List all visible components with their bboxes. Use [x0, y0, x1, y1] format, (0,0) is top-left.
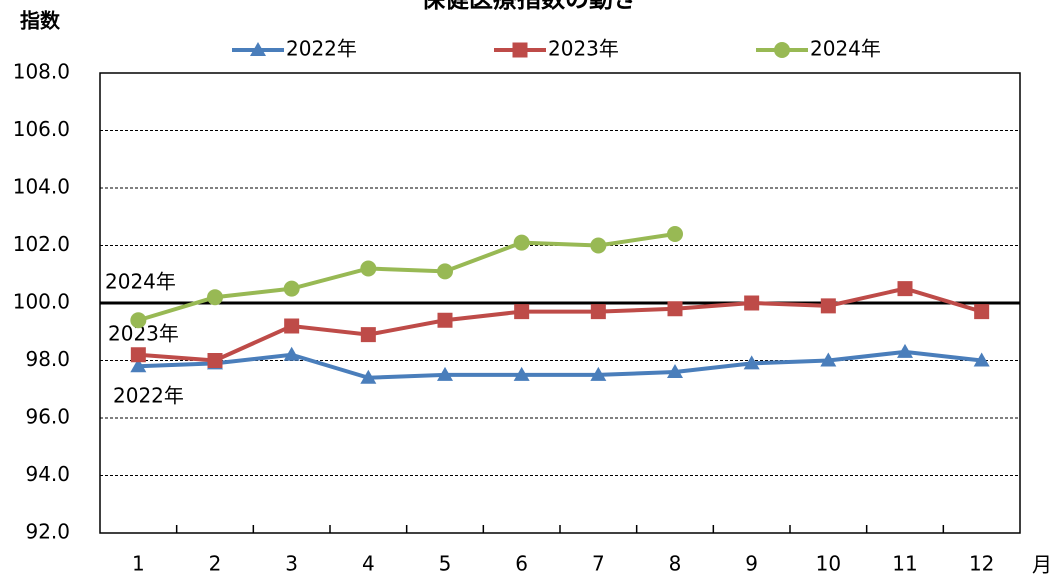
x-tick-label: 4: [362, 552, 375, 576]
y-tick-label: 94.0: [25, 462, 70, 486]
legend-marker: [512, 42, 528, 58]
y-tick-label: 104.0: [13, 175, 70, 199]
x-tick-label: 2: [209, 552, 222, 576]
point: [820, 352, 837, 367]
legend-label: 2024年: [810, 37, 881, 61]
y-tick-label: 92.0: [25, 520, 70, 544]
point: [360, 327, 376, 343]
x-tick-label: 1: [132, 552, 145, 576]
series-line: [137, 232, 676, 323]
y-tick-label: 96.0: [25, 405, 70, 429]
legend-marker: [774, 42, 790, 58]
point: [437, 263, 453, 280]
legend-marker: [250, 42, 266, 56]
y-tick-label: 102.0: [13, 232, 70, 256]
y-tick-label: 98.0: [25, 347, 70, 371]
point: [820, 298, 836, 314]
x-tick-label: 10: [816, 552, 841, 576]
x-tick-label: 9: [745, 552, 758, 576]
point: [514, 304, 530, 320]
point: [130, 347, 146, 363]
series-line: [138, 349, 982, 380]
point: [667, 226, 683, 242]
point: [897, 343, 913, 358]
point: [743, 355, 760, 370]
point: [360, 369, 377, 384]
point: [284, 318, 300, 334]
y-tick-label: 108.0: [13, 60, 70, 84]
legend-label: 2022年: [286, 37, 357, 61]
y-axis-label: 指数: [20, 9, 61, 33]
x-tick-label: 12: [969, 552, 994, 576]
annotation: 2022年: [113, 384, 184, 408]
x-axis-label: 月: [1032, 553, 1052, 577]
point: [590, 366, 607, 381]
point: [513, 366, 530, 381]
x-tick-label: 5: [439, 552, 452, 576]
point: [590, 304, 606, 320]
point: [973, 352, 990, 367]
chart-title: 保健医療指数の動き: [420, 0, 637, 13]
point: [130, 312, 147, 329]
point: [437, 312, 453, 328]
point: [974, 304, 990, 320]
x-tick-label: 7: [592, 552, 605, 576]
point: [590, 237, 607, 254]
point: [897, 281, 913, 297]
point: [513, 234, 530, 251]
point: [130, 358, 147, 373]
y-tick-label: 100.0: [13, 290, 70, 314]
x-tick-label: 3: [285, 552, 298, 576]
point: [437, 366, 453, 381]
point: [283, 280, 300, 297]
point: [360, 260, 377, 277]
annotation: 2024年: [105, 270, 176, 294]
point: [667, 301, 683, 317]
point: [207, 353, 223, 368]
point: [207, 289, 223, 306]
point: [283, 346, 300, 361]
x-tick-label: 11: [892, 552, 917, 576]
y-tick-label: 106.0: [13, 117, 70, 141]
series-line: [138, 286, 983, 363]
legend-label: 2023年: [548, 37, 619, 61]
x-tick-label: 8: [669, 552, 682, 576]
point: [667, 364, 683, 378]
point: [744, 295, 760, 311]
x-tick-label: 6: [515, 552, 528, 576]
